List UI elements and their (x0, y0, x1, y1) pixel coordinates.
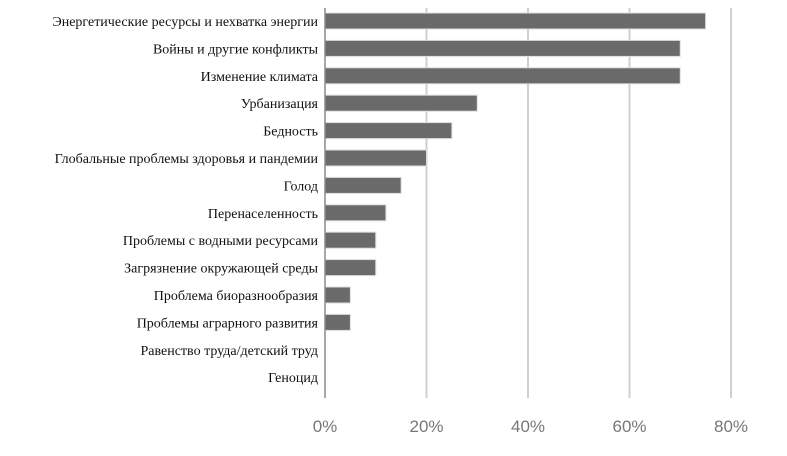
category-label: Глобальные проблемы здоровья и пандемии (55, 152, 319, 167)
category-label: Голод (284, 179, 318, 194)
bar (324, 12, 707, 30)
bar (324, 313, 351, 331)
bar (324, 67, 681, 85)
gridlines (425, 8, 732, 398)
category-label: Загрязнение окружающей среды (124, 262, 318, 277)
bar (324, 286, 351, 304)
bar (324, 259, 377, 277)
bars (324, 12, 707, 331)
bar (324, 94, 478, 112)
category-labels: Энергетические ресурсы и нехватка энерги… (52, 15, 318, 386)
category-label: Проблема биоразнообразия (154, 289, 319, 304)
x-tick-label: 0% (313, 417, 338, 436)
category-label: Бедность (263, 125, 318, 140)
x-tick-label: 20% (409, 417, 443, 436)
bar (324, 204, 387, 222)
category-label: Проблемы с водными ресурсами (123, 234, 319, 249)
category-label: Геноцид (268, 371, 318, 386)
category-label: Перенаселенность (208, 207, 318, 222)
category-label: Энергетические ресурсы и нехватка энерги… (52, 15, 318, 30)
bar (324, 149, 427, 167)
category-label: Изменение климата (201, 70, 319, 85)
bar (324, 231, 377, 249)
category-label: Урбанизация (241, 97, 319, 112)
x-tick-label: 60% (612, 417, 646, 436)
category-label: Войны и другие конфликты (153, 42, 319, 57)
x-tick-label: 80% (714, 417, 748, 436)
x-tick-labels: 0% 20% 40% 60% 80% (313, 417, 748, 436)
bar (324, 122, 453, 140)
category-label: Проблемы аграрного развития (137, 316, 319, 331)
category-label: Равенство труда/детский труд (140, 344, 318, 359)
bar (324, 176, 402, 194)
bar (324, 39, 681, 57)
x-tick-label: 40% (511, 417, 545, 436)
